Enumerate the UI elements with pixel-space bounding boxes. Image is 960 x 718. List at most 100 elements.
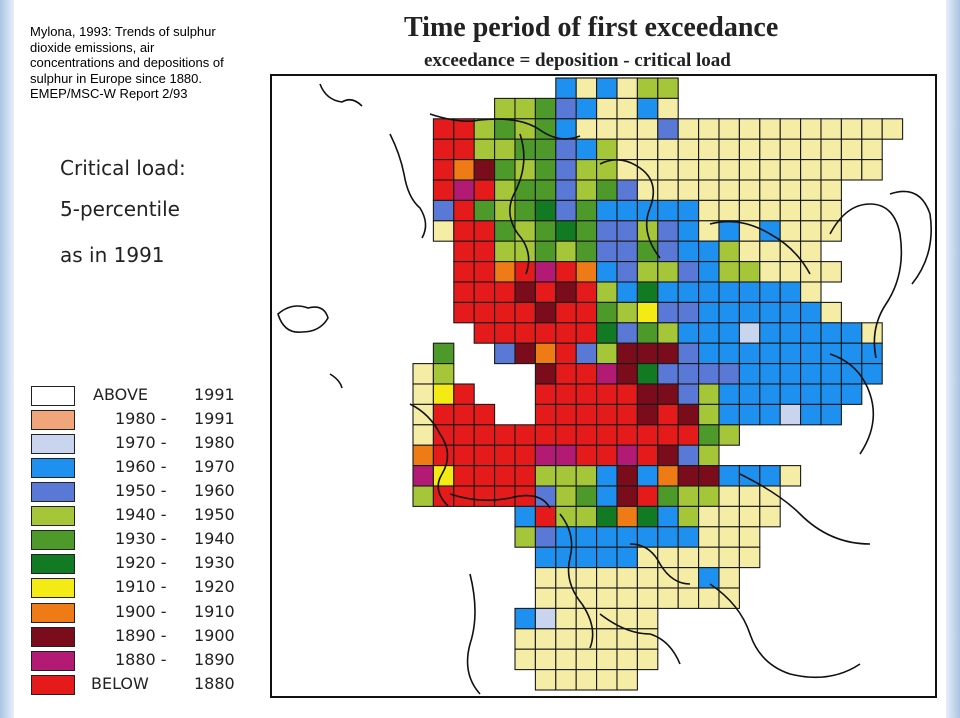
grid-cell (698, 118, 720, 140)
grid-cell (473, 301, 496, 324)
grid-cell (514, 628, 536, 650)
grid-cell (840, 383, 863, 405)
grid-cell (718, 505, 740, 528)
grid-cell (494, 342, 516, 365)
grid-cell (596, 138, 618, 161)
grid-cell (800, 199, 822, 222)
coastline-path (319, 83, 363, 107)
grid-cell (534, 587, 557, 609)
grid-cell (800, 383, 822, 405)
grid-cell (473, 220, 496, 242)
grid-cell (514, 465, 536, 487)
grid-cell (616, 342, 638, 365)
grid-cell (494, 138, 516, 161)
grid-cell (575, 240, 598, 263)
grid-cell (738, 261, 761, 283)
grid-cell (738, 159, 761, 181)
legend-swatch (31, 627, 75, 647)
grid-cell (555, 97, 577, 120)
grid-cell (861, 342, 883, 365)
legend-row-p1890: 1890 - 1900 (31, 626, 241, 647)
grid-cell (657, 138, 679, 161)
grid-cell (616, 199, 638, 222)
grid-cell (861, 322, 883, 344)
legend-row-p1900: 1900 - 1910 (31, 602, 241, 623)
grid-cell (494, 261, 516, 283)
grid-cell (534, 505, 557, 528)
legend-row-above: ABOVE 1991 (31, 385, 241, 406)
grid-cell (657, 281, 679, 303)
grid-cell (534, 322, 557, 344)
grid-cell (779, 179, 802, 201)
grid-cell (779, 363, 802, 385)
grid-cell (555, 159, 577, 181)
grid-cell (555, 281, 577, 303)
grid-cell (616, 363, 638, 385)
grid-cells (412, 77, 904, 691)
grid-cell (555, 424, 577, 446)
grid-cell (657, 567, 679, 589)
grid-cell (494, 118, 516, 140)
grid-cell (575, 199, 598, 222)
grid-cell (861, 138, 883, 161)
grid-cell (473, 403, 496, 426)
grid-cell (453, 403, 475, 426)
grid-cell (738, 220, 761, 242)
grid-cell (453, 281, 475, 303)
grid-cell (453, 465, 475, 487)
grid-cell (820, 179, 842, 201)
grid-cell (575, 424, 598, 446)
legend-label-start: 1940 - (115, 505, 167, 524)
grid-cell (596, 322, 618, 344)
grid-cell (698, 546, 720, 569)
grid-cell (738, 199, 761, 222)
grid-cell (616, 505, 638, 528)
grid-cell (596, 159, 618, 181)
grid-cell (759, 403, 781, 426)
grid-cell (596, 587, 618, 609)
grid-cell (759, 465, 781, 487)
grid-cell (657, 118, 679, 140)
grid-cell (718, 138, 740, 161)
grid-cell (575, 138, 598, 161)
grid-cell (575, 97, 598, 120)
grid-cell (636, 567, 659, 589)
grid-cell (759, 301, 781, 324)
grid-cell (881, 118, 904, 140)
grid-cell (453, 220, 475, 242)
grid-cell (432, 403, 455, 426)
grid-cell (575, 485, 598, 507)
grid-cell (861, 159, 883, 181)
grid-cell (534, 240, 557, 263)
grid-cell (779, 465, 802, 487)
citation: Mylona, 1993: Trends of sulphur dioxide … (30, 24, 250, 102)
grid-cell (575, 465, 598, 487)
legend-row-p1980: 1980 - 1991 (31, 409, 241, 430)
grid-cell (718, 159, 740, 181)
grid-cell (779, 159, 802, 181)
grid-cell (473, 159, 496, 181)
coastline-path (449, 493, 551, 509)
grid-cell (412, 444, 434, 467)
grid-cell (514, 97, 536, 120)
grid-cell (636, 485, 659, 507)
grid-cell (616, 179, 638, 201)
coastline-path (829, 203, 903, 359)
grid-cell (657, 301, 679, 324)
grid-cell (473, 240, 496, 263)
grid-cell (759, 138, 781, 161)
grid-cell (596, 648, 618, 671)
grid-cell (453, 159, 475, 181)
grid-cell (657, 363, 679, 385)
grid-cell (575, 526, 598, 548)
grid-cell (657, 322, 679, 344)
grid-cell (514, 322, 536, 344)
legend-swatch (31, 651, 75, 671)
grid-cell (473, 261, 496, 283)
grid-cell (759, 322, 781, 344)
grid-cell (555, 363, 577, 385)
legend-row-p1970: 1970 - 1980 (31, 433, 241, 454)
grid-cell (677, 546, 700, 569)
grid-cell (514, 138, 536, 161)
grid-cell (677, 281, 700, 303)
